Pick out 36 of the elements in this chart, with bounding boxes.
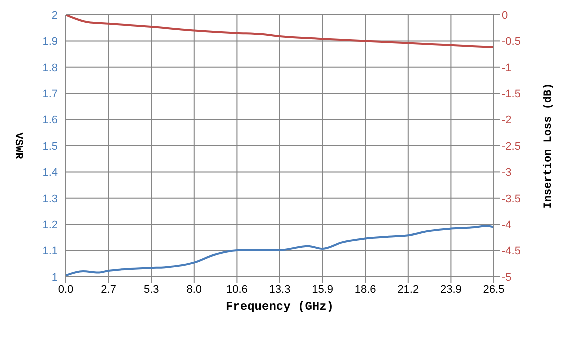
y-tick-label: 1.6: [42, 114, 58, 127]
y-axis-title: VSWR: [12, 132, 24, 160]
y2-axis-title: Insertion Loss (dB): [543, 83, 555, 209]
y2-tick-label: -2.5: [502, 140, 521, 153]
y2-tick-label: 0: [502, 10, 508, 22]
y-tick-label: 2: [52, 10, 58, 22]
x-tick-label: 2.7: [101, 284, 116, 296]
y-tick-label: 1.9: [42, 36, 58, 48]
y-tick-label: 1.2: [42, 220, 58, 232]
y2-tick-label: -4.5: [502, 246, 521, 258]
y2-tick-label: -1: [502, 62, 512, 74]
x-tick-label: 18.6: [354, 284, 376, 296]
y-tick-label: 1.5: [42, 140, 58, 153]
x-axis-title: Frequency (GHz): [226, 300, 334, 314]
y-tick-label: 1.1: [42, 246, 58, 258]
y2-tick-label: -3: [502, 167, 512, 180]
x-tick-label: 10.6: [226, 284, 248, 296]
x-tick-label: 13.3: [269, 284, 291, 296]
x-tick-label: 0.0: [58, 284, 74, 296]
x-tick-label: 21.2: [398, 284, 420, 296]
y-tick-label: 1.7: [42, 88, 58, 101]
y2-tick-label: -2: [502, 114, 512, 127]
y-tick-label: 1.8: [42, 62, 58, 74]
x-tick-label: 5.3: [144, 284, 160, 296]
y2-tick-label: -5: [502, 272, 512, 284]
y-tick-label: 1.3: [42, 193, 58, 206]
x-tick-label: 26.5: [483, 284, 505, 296]
x-tick-label: 23.9: [440, 284, 462, 296]
y-tick-label: 1.4: [42, 167, 58, 180]
y2-tick-label: -4: [502, 220, 512, 232]
y2-tick-label: -1.5: [502, 88, 521, 101]
x-tick-label: 15.9: [312, 284, 334, 296]
y-tick-label: 1: [52, 272, 58, 284]
y2-tick-label: -3.5: [502, 193, 521, 206]
y2-tick-label: -0.5: [502, 36, 521, 48]
x-tick-label: 8.0: [186, 284, 202, 296]
